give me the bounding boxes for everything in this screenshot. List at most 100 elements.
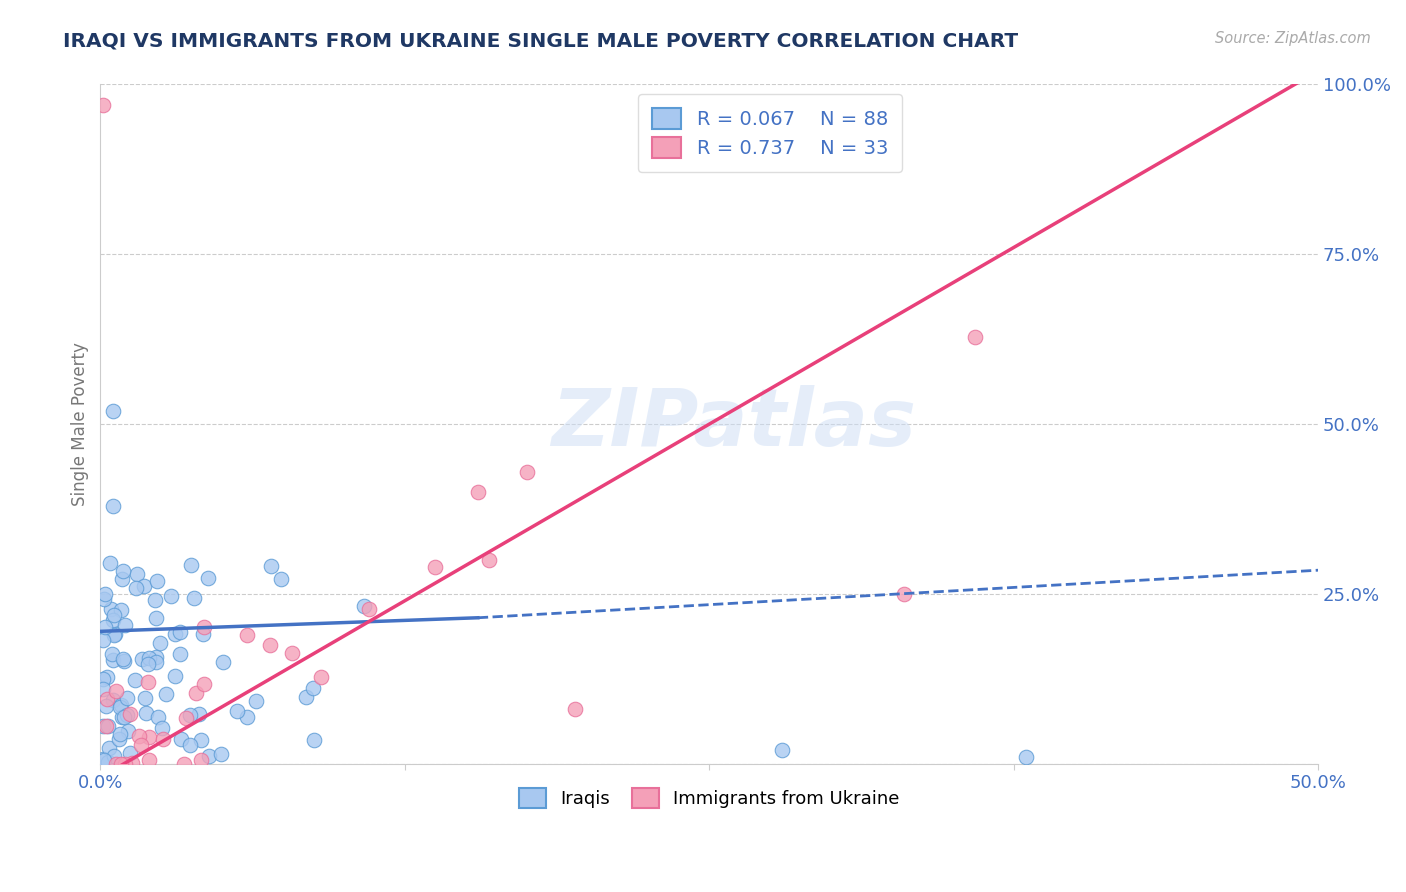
Point [134,690,156,705]
Point [94,586,117,600]
Point [169,624,191,639]
Point [155,687,177,701]
Point [112,565,135,579]
Point [143,592,166,607]
Point [302,732,325,747]
Point [235,710,257,724]
Point [260,559,283,574]
Point [1015,750,1038,764]
Point [105,756,128,771]
Point [108,699,131,714]
Point [270,573,292,587]
Point [149,636,172,650]
Point [134,579,156,593]
Point [112,710,135,724]
Point [281,646,304,660]
Point [100,647,122,661]
Point [131,739,153,753]
Point [114,618,136,632]
Text: Source: ZipAtlas.com: Source: ZipAtlas.com [1215,31,1371,46]
Point [136,675,159,690]
Point [226,704,249,718]
Point [120,706,142,721]
Point [117,723,139,738]
Point [101,614,124,628]
Point [193,620,215,634]
Point [198,749,221,764]
Point [91,98,114,112]
Point [98,741,121,756]
Point [478,553,501,567]
Point [174,711,197,725]
Point [179,707,201,722]
Point [309,670,332,684]
Point [101,499,124,513]
Point [112,654,135,668]
Point [516,465,538,479]
Point [96,670,118,684]
Point [97,756,120,770]
Point [93,592,115,607]
Point [180,558,202,572]
Point [112,652,135,666]
Point [103,608,125,623]
Point [173,756,195,771]
Point [138,754,160,768]
Point [103,627,125,641]
Point [96,691,118,706]
Point [120,746,142,760]
Point [564,702,586,716]
Point [193,677,215,691]
Point [98,556,121,570]
Point [353,599,375,614]
Point [94,718,117,732]
Point [145,649,167,664]
Point [124,581,146,595]
Point [136,657,159,671]
Point [111,572,134,586]
Point [165,627,187,641]
Point [302,681,325,695]
Point [121,756,143,771]
Point [245,694,267,708]
Point [111,710,134,724]
Point [115,707,138,722]
Point [145,655,167,669]
Point [110,698,132,712]
Point [91,751,114,765]
Point [104,684,127,698]
Point [138,650,160,665]
Point [135,706,157,720]
Point [101,692,124,706]
Point [259,638,281,652]
Point [146,709,169,723]
Point [209,747,232,762]
Point [190,754,212,768]
Point [110,756,132,771]
Point [193,627,215,641]
Point [965,330,987,344]
Point [359,602,381,616]
Point [101,653,124,667]
Point [236,628,259,642]
Point [197,571,219,585]
Point [91,632,114,647]
Point [91,681,114,696]
Point [94,620,117,634]
Point [101,403,124,417]
Text: ZIPatlas: ZIPatlas [551,385,917,463]
Point [770,743,793,757]
Text: IRAQI VS IMMIGRANTS FROM UKRAINE SINGLE MALE POVERTY CORRELATION CHART: IRAQI VS IMMIGRANTS FROM UKRAINE SINGLE … [63,31,1018,50]
Point [165,669,187,683]
Point [91,719,114,733]
Point [131,652,153,666]
Point [103,749,125,764]
Point [294,690,316,704]
Point [169,731,191,746]
Point [146,574,169,589]
Point [183,591,205,606]
Point [152,731,174,746]
Point [211,655,233,669]
Point [150,721,173,735]
Point [110,602,132,616]
